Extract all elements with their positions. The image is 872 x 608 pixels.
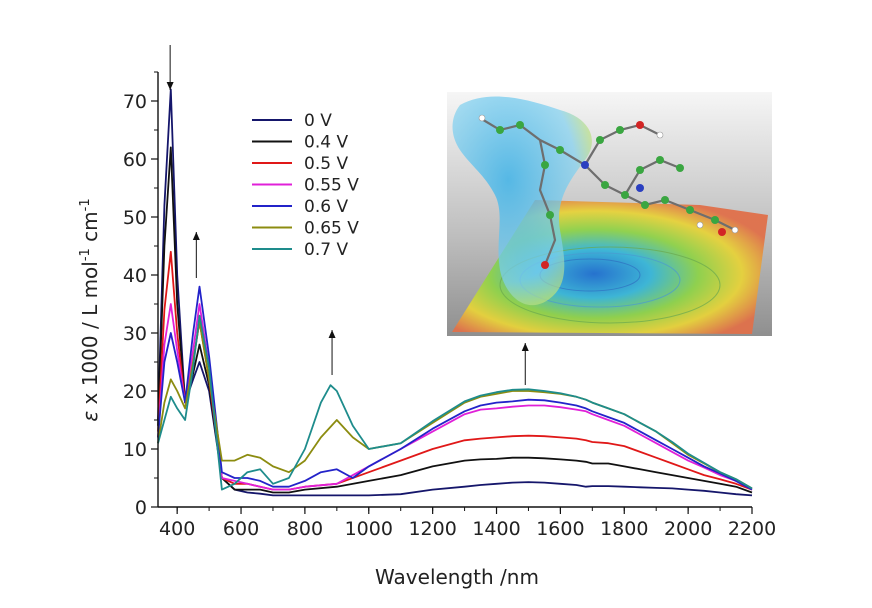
x-tick-label: 400 [159,518,195,540]
series-line-1 [157,146,753,494]
legend: 0 V0.4 V0.5 V0.55 V0.6 V0.65 V0.7 V [252,111,359,260]
series-line-3 [157,303,753,491]
y-tick-label: 40 [123,265,147,287]
annotation-arrow-head [192,232,200,240]
series-line-6 [157,314,753,491]
series-line-4 [157,285,753,491]
legend-label-0: 0 V [304,111,332,131]
x-tick-label: 600 [223,518,259,540]
inset-molecule-image [447,92,772,336]
x-axis-title: Wavelength /nm [375,565,539,589]
arrow-layer [166,45,529,385]
series-line-0 [157,88,753,497]
legend-label-1: 0.4 V [304,133,348,153]
annotation-arrow-head [166,82,174,90]
x-tick-label: 1600 [536,518,584,540]
y-axis-epsilon: ε [78,411,102,422]
y-tick-label: 20 [123,381,147,403]
y-axis-unit-mid: cm [78,211,102,248]
y-tick-label: 70 [123,91,147,113]
series-layer [157,88,753,497]
legend-label-4: 0.6 V [304,197,348,217]
y-axis-title: ε x 1000 / L mol-1 cm-1 [78,198,102,421]
legend-label-2: 0.5 V [304,154,348,174]
y-axis-unit-exp2: -1 [78,198,93,211]
y-tick-label: 60 [123,149,147,171]
x-tick-label: 800 [287,518,323,540]
y-tick-label: 0 [135,497,147,519]
y-axis-unit-exp1: -1 [78,248,93,261]
x-tick-label: 1400 [472,518,520,540]
y-tick-label: 30 [123,323,147,345]
series-line-5 [157,320,753,490]
x-tick-label: 1800 [600,518,648,540]
legend-label-3: 0.55 V [304,176,359,196]
y-tick-label: 10 [123,439,147,461]
y-tick-label: 50 [123,207,147,229]
axes-layer: 400 600 800 1000 1200 1400 1600 1800 2000 2200 0 10… [123,71,776,540]
x-tick-label: 1200 [408,518,456,540]
x-tick-label: 1000 [345,518,393,540]
legend-label-6: 0.7 V [304,240,348,260]
legend-label-5: 0.65 V [304,219,359,239]
annotation-arrow-head [521,343,529,351]
y-axis-unit-main: x 1000 / L mol [78,261,102,411]
x-tick-label: 2000 [664,518,712,540]
annotation-arrow-head [328,330,336,338]
x-tick-label: 2200 [728,518,776,540]
